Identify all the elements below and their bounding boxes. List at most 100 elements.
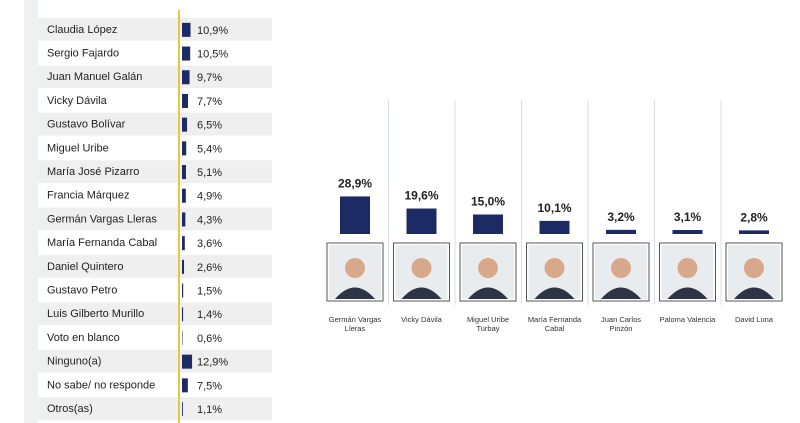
photo-body xyxy=(601,287,641,299)
row-background xyxy=(38,397,272,420)
row-background xyxy=(38,65,272,89)
bar xyxy=(182,236,185,251)
value-label: 0,6% xyxy=(197,333,222,345)
value-label: 3,1% xyxy=(674,210,702,224)
value-label: 19,6% xyxy=(404,189,438,203)
bar xyxy=(182,188,186,203)
category-label: Juan Carlos Pinzón xyxy=(600,315,642,333)
bar xyxy=(182,212,186,227)
category-label: Germán Vargas Lleras xyxy=(47,213,157,225)
category-label: María Fernanda Cabal xyxy=(47,237,157,249)
photo-head xyxy=(411,258,432,278)
category-label: Paloma Valencia xyxy=(659,315,716,324)
bar xyxy=(182,402,183,417)
value-label: 1,4% xyxy=(197,309,222,321)
photo-head xyxy=(478,258,498,278)
photo-body xyxy=(335,287,375,299)
photo-head xyxy=(744,258,764,278)
bar xyxy=(182,70,190,85)
bar xyxy=(182,378,188,393)
bar xyxy=(182,354,193,369)
value-label: 2,6% xyxy=(197,262,222,274)
category-label: Miguel Uribe xyxy=(47,142,109,154)
category-label: Sergio Fajardo xyxy=(47,47,119,59)
category-label: María José Pizarro xyxy=(47,166,139,178)
photo-body xyxy=(534,287,575,299)
bar xyxy=(739,230,769,234)
value-label: 10,9% xyxy=(197,25,228,37)
value-label: 4,9% xyxy=(197,191,222,203)
row-background xyxy=(38,41,272,65)
value-label: 9,7% xyxy=(197,72,222,84)
category-label: Ninguno(a) xyxy=(47,356,101,368)
bar xyxy=(340,196,370,234)
category-label: Juan Manuel Galán xyxy=(47,71,142,83)
bar xyxy=(606,229,636,234)
row-background xyxy=(38,255,272,278)
category-label: David Luna xyxy=(735,315,773,324)
bar xyxy=(672,229,703,234)
row-background xyxy=(38,160,272,183)
bar xyxy=(182,22,191,37)
bar xyxy=(182,283,184,298)
photo-head xyxy=(544,258,565,278)
value-label: 5,1% xyxy=(197,167,222,179)
value-label: 6,5% xyxy=(197,120,222,132)
row-background xyxy=(38,183,272,207)
row-background xyxy=(38,231,272,254)
bar xyxy=(182,117,188,132)
value-label: 1,5% xyxy=(197,285,222,297)
value-label: 1,1% xyxy=(197,404,222,416)
bar xyxy=(182,165,186,180)
value-label: 4,3% xyxy=(197,214,222,226)
category-label: María Fernanda Cabal xyxy=(527,315,582,333)
value-label: 3,6% xyxy=(197,238,222,250)
category-label: Luis Gilberto Murillo xyxy=(47,308,144,320)
category-label: Gustavo Petro xyxy=(47,284,117,296)
value-label: 10,5% xyxy=(197,48,228,60)
value-label: 10,1% xyxy=(537,201,571,215)
photo-body xyxy=(401,287,442,299)
category-label: Claudia López xyxy=(47,24,117,36)
side-strip xyxy=(24,0,38,423)
category-label: Daniel Quintero xyxy=(47,261,123,273)
photo-body xyxy=(468,287,508,299)
value-label: 7,7% xyxy=(197,96,222,108)
category-label: Vicky Dávila xyxy=(47,95,108,107)
value-label: 7,5% xyxy=(197,380,222,392)
photo-body xyxy=(734,287,774,299)
category-label: Vicky Dávila xyxy=(401,315,442,324)
value-label: 12,9% xyxy=(197,357,228,369)
row-background xyxy=(38,349,272,373)
bar xyxy=(182,141,187,156)
category-label: Francia Márquez xyxy=(47,190,130,202)
photo-head xyxy=(677,258,698,278)
photo-head xyxy=(345,258,365,278)
bar xyxy=(182,93,189,108)
row-background xyxy=(38,326,272,349)
bar xyxy=(539,220,570,234)
bar xyxy=(406,208,437,234)
row-background xyxy=(38,112,272,136)
bar xyxy=(182,307,184,322)
category-label: Germán Vargas Lleras xyxy=(328,315,382,333)
bar xyxy=(182,259,185,274)
category-label: Otros(as) xyxy=(47,403,93,415)
bar xyxy=(473,214,503,234)
value-label: 3,2% xyxy=(607,210,635,224)
category-label: Gustavo Bolívar xyxy=(47,119,126,131)
row-background xyxy=(38,207,272,231)
value-label: 28,9% xyxy=(338,177,372,191)
category-label: Voto en blanco xyxy=(47,332,120,344)
photo-head xyxy=(611,258,631,278)
row-background xyxy=(38,89,272,112)
row-background xyxy=(38,136,272,160)
row-background xyxy=(38,302,272,326)
photo-body xyxy=(667,287,708,299)
row-background xyxy=(38,18,272,41)
value-label: 5,4% xyxy=(197,143,222,155)
value-label: 2,8% xyxy=(740,211,768,225)
row-background xyxy=(38,373,272,397)
